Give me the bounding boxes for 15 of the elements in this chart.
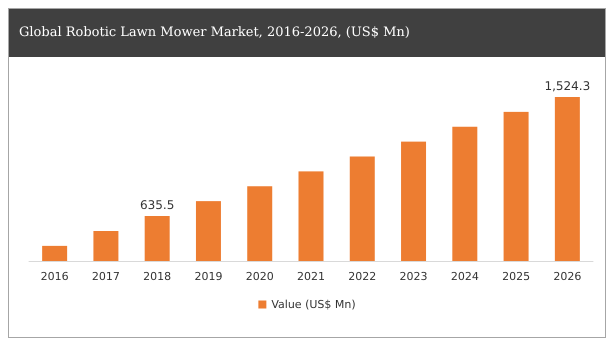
x-tick-label: 2024 bbox=[450, 270, 479, 283]
x-tick-label: 2016 bbox=[40, 270, 69, 283]
x-tick-label: 2018 bbox=[143, 270, 172, 283]
legend-label: Value (US$ Mn) bbox=[271, 298, 356, 311]
data-label: 635.5 bbox=[140, 198, 174, 212]
chart-title: Global Robotic Lawn Mower Market, 2016-2026, (US$ Mn) bbox=[9, 9, 605, 57]
x-tick-label: 2019 bbox=[194, 270, 222, 283]
x-tick-label: 2022 bbox=[348, 270, 376, 283]
x-tick-label: 2026 bbox=[553, 270, 582, 283]
x-tick-label: 2023 bbox=[400, 270, 428, 283]
x-tick-label: 2025 bbox=[502, 270, 530, 283]
x-tick-label: 2021 bbox=[297, 270, 325, 283]
x-tick-label: 2017 bbox=[92, 270, 120, 283]
data-label: 1,524.3 bbox=[544, 79, 590, 93]
x-tick-label: 2020 bbox=[246, 270, 274, 283]
